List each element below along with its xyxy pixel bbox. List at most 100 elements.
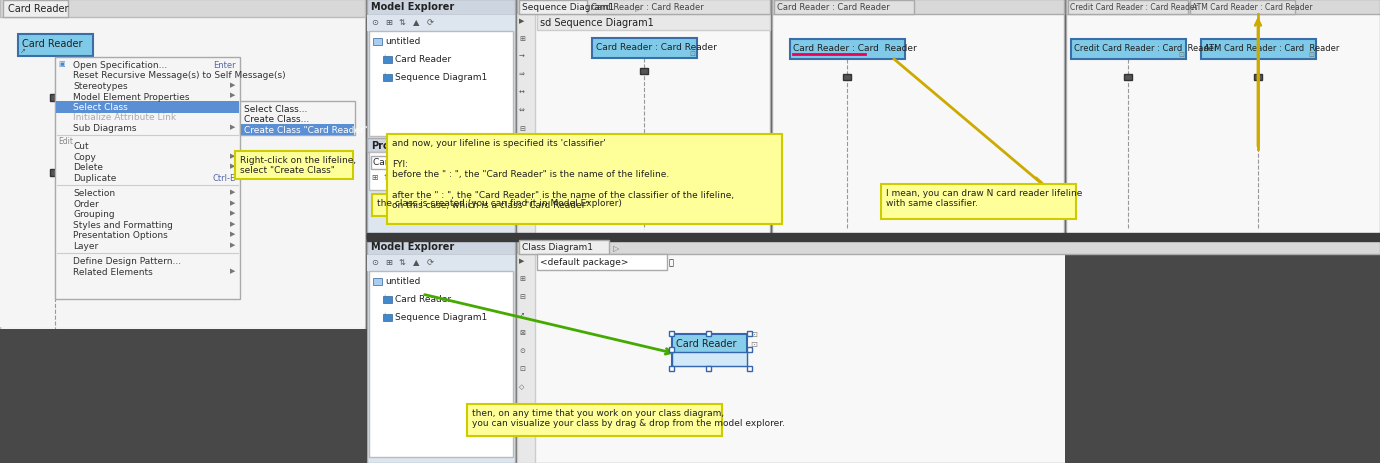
Bar	[57, 102, 239, 113]
Bar	[1201, 40, 1317, 60]
Text: Create Class "Card Reader": Create Class "Card Reader"	[244, 126, 368, 135]
Text: ⊡: ⊡	[1179, 52, 1184, 58]
Text: ⊞: ⊞	[385, 257, 392, 266]
Text: Credit Card Reader : Card Reader: Credit Card Reader : Card Reader	[1070, 3, 1198, 12]
Text: Define Design Pattern...: Define Design Pattern...	[73, 257, 181, 266]
Text: ⊡: ⊡	[689, 51, 696, 57]
Bar	[1190, 1, 1294, 15]
Text: Grouping: Grouping	[73, 210, 115, 219]
Text: ↗: ↗	[519, 311, 524, 317]
Bar	[384, 75, 392, 82]
Bar	[466, 404, 722, 436]
Bar	[518, 0, 770, 15]
Bar	[384, 296, 392, 303]
Text: ⊙: ⊙	[519, 347, 524, 353]
Text: Card Reader : Card Reader: Card Reader : Card Reader	[591, 3, 704, 12]
Bar	[240, 102, 355, 136]
Bar	[368, 32, 513, 137]
Text: Sequence Diagram1: Sequence Diagram1	[395, 73, 487, 82]
Text: Card Reader : Card Reader: Card Reader : Card Reader	[777, 3, 890, 12]
Text: untitled: untitled	[385, 37, 421, 46]
Text: ▶: ▶	[230, 242, 236, 247]
Text: ▶: ▶	[230, 200, 236, 206]
Bar	[519, 240, 609, 255]
Text: Ctrl-E: Ctrl-E	[213, 174, 236, 182]
Text: Card Reader: Card Reader	[22, 39, 83, 49]
Text: then, on any time that you work on your class diagram,
you can visualize your cl: then, on any time that you work on your …	[472, 408, 785, 427]
Text: Right-click on the lifeline,
select "Create Class": Right-click on the lifeline, select "Cre…	[240, 156, 356, 175]
Bar	[519, 1, 629, 15]
Text: Presentation Options: Presentation Options	[73, 231, 168, 240]
Bar	[586, 0, 770, 15]
Text: Sequence Diagram1: Sequence Diagram1	[395, 313, 487, 321]
Bar	[3, 1, 68, 18]
Text: ⊞: ⊞	[385, 18, 392, 27]
Text: Layer: Layer	[73, 242, 98, 250]
Text: ▲: ▲	[413, 257, 420, 266]
Text: Sequence Diagram1: Sequence Diagram1	[522, 3, 614, 12]
Text: ATM Card Reader : Card Reader: ATM Card Reader : Card Reader	[1192, 3, 1312, 12]
Bar	[373, 39, 382, 46]
Bar	[592, 39, 697, 59]
Text: Duplicate: Duplicate	[73, 174, 116, 182]
Text: ◇: ◇	[519, 383, 524, 389]
Bar	[771, 0, 1064, 234]
Text: ├─: ├─	[382, 313, 391, 320]
Bar	[669, 347, 673, 352]
Bar	[843, 75, 851, 81]
Text: ├─: ├─	[382, 73, 391, 81]
Bar	[0, 0, 364, 18]
Text: 🔍: 🔍	[669, 257, 673, 266]
Text: ▶: ▶	[230, 153, 236, 159]
Bar	[774, 1, 914, 15]
Text: ↔: ↔	[519, 90, 524, 96]
Text: Styles and Formatting: Styles and Formatting	[73, 220, 172, 230]
Text: Select Class...: Select Class...	[244, 105, 308, 114]
Text: ⊟: ⊟	[397, 173, 403, 181]
Text: ⊟: ⊟	[519, 294, 524, 300]
Bar	[367, 0, 515, 234]
Text: ⊠: ⊠	[519, 329, 524, 335]
Bar	[1065, 0, 1380, 234]
Bar	[0, 0, 364, 463]
Bar	[747, 332, 752, 336]
Text: Copy: Copy	[73, 153, 95, 162]
Text: ├─: ├─	[382, 294, 391, 303]
Text: ▶: ▶	[230, 220, 236, 226]
Bar	[640, 69, 649, 75]
Bar	[518, 0, 770, 234]
Text: ⊡: ⊡	[519, 365, 524, 371]
Text: I mean, you can draw N card reader lifeline
with same classifier.: I mean, you can draw N card reader lifel…	[886, 188, 1082, 208]
Bar	[235, 152, 353, 180]
Bar	[672, 352, 747, 366]
Text: Create Class...: Create Class...	[244, 115, 309, 124]
Text: ▶: ▶	[519, 18, 524, 24]
Text: Card Reader: Card Reader	[395, 294, 451, 303]
Text: ▶: ▶	[230, 231, 236, 237]
Text: ▷: ▷	[613, 244, 620, 252]
Text: Model Element Properties: Model Element Properties	[73, 92, 189, 101]
Text: ⟳: ⟳	[426, 18, 433, 27]
Text: Selection: Selection	[73, 189, 115, 198]
Text: ⇅: ⇅	[399, 18, 406, 27]
Bar	[518, 255, 535, 463]
Bar	[518, 239, 1380, 463]
Text: ▷: ▷	[635, 4, 642, 13]
Text: ⊞: ⊞	[519, 275, 524, 282]
Bar	[367, 233, 1380, 242]
Text: ▶: ▶	[230, 92, 236, 98]
Text: Cut: Cut	[73, 142, 88, 151]
Bar	[880, 185, 1076, 219]
Text: ⇒: ⇒	[519, 72, 524, 78]
Text: ⊡: ⊡	[749, 329, 758, 338]
Bar	[18, 35, 92, 57]
Text: Card Reader : Card  Reader: Card Reader : Card Reader	[793, 44, 916, 53]
Bar	[367, 239, 515, 256]
Bar	[0, 329, 367, 463]
Text: ⊞: ⊞	[371, 173, 377, 181]
Bar	[386, 135, 782, 225]
Text: Order: Order	[73, 200, 99, 208]
Bar	[367, 256, 515, 271]
Bar	[367, 16, 515, 32]
Bar	[371, 156, 502, 169]
